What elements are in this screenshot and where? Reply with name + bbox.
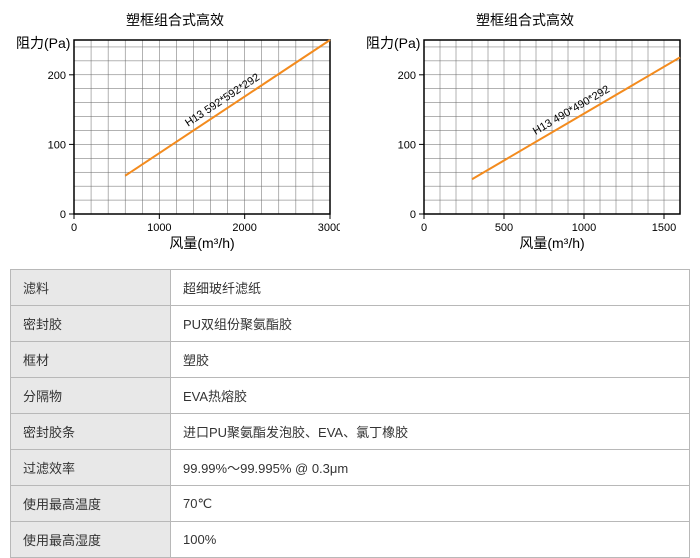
- spec-key: 使用最高湿度: [11, 522, 171, 558]
- chart-left: 塑框组合式高效 0 1000 2000 3000 0 100 200 风量(m³/h) 阻力(P…: [10, 10, 340, 254]
- spec-value: 超细玻纤滤纸: [171, 270, 690, 306]
- svg-text:200: 200: [398, 70, 416, 82]
- spec-key: 过滤效率: [11, 450, 171, 486]
- spec-key: 密封胶: [11, 306, 171, 342]
- table-row: 密封胶条进口PU聚氨酯发泡胶、EVA、氯丁橡胶: [11, 414, 690, 450]
- chart-title: 塑框组合式高效: [476, 10, 574, 30]
- chart-title: 塑框组合式高效: [126, 10, 224, 30]
- table-row: 使用最高温度70℃: [11, 486, 690, 522]
- chart-svg-left: 01000200030000100200风量(m³/h)阻力(Pa)H13 59…: [10, 34, 340, 254]
- svg-text:2000: 2000: [232, 222, 256, 234]
- spec-table: 滤料超细玻纤滤纸密封胶PU双组份聚氨酯胶框材塑胶分隔物EVA热熔胶密封胶条进口P…: [10, 269, 690, 558]
- svg-text:3000: 3000: [318, 222, 340, 234]
- svg-text:200: 200: [48, 70, 66, 82]
- svg-text:100: 100: [48, 139, 66, 151]
- spec-value: 70℃: [171, 486, 690, 522]
- spec-key: 分隔物: [11, 378, 171, 414]
- spec-key: 滤料: [11, 270, 171, 306]
- table-row: 框材塑胶: [11, 342, 690, 378]
- svg-text:1500: 1500: [652, 222, 676, 234]
- svg-text:500: 500: [495, 222, 513, 234]
- svg-text:风量(m³/h): 风量(m³/h): [519, 235, 584, 251]
- spec-value: 100%: [171, 522, 690, 558]
- table-row: 密封胶PU双组份聚氨酯胶: [11, 306, 690, 342]
- chart-svg-right: 0500100015000100200风量(m³/h)阻力(Pa)H13 490…: [360, 34, 690, 254]
- chart-right: 塑框组合式高效 0 500 1000 1500 0 100 200 风量(m³/h) 阻力(Pa…: [360, 10, 690, 254]
- table-row: 滤料超细玻纤滤纸: [11, 270, 690, 306]
- svg-text:1000: 1000: [147, 222, 171, 234]
- spec-value: EVA热熔胶: [171, 378, 690, 414]
- spec-value: 99.99%～99.995% @ 0.3μm: [171, 450, 690, 486]
- svg-text:0: 0: [421, 222, 427, 234]
- spec-value: PU双组份聚氨酯胶: [171, 306, 690, 342]
- svg-text:0: 0: [410, 209, 416, 221]
- charts-row: 塑框组合式高效 01000200030000100200风量(m³/h)阻力(P…: [10, 10, 690, 254]
- svg-text:0: 0: [71, 222, 77, 234]
- spec-key: 使用最高温度: [11, 486, 171, 522]
- svg-text:1000: 1000: [572, 222, 596, 234]
- svg-text:100: 100: [398, 139, 416, 151]
- spec-value: 进口PU聚氨酯发泡胶、EVA、氯丁橡胶: [171, 414, 690, 450]
- spec-value: 塑胶: [171, 342, 690, 378]
- svg-text:风量(m³/h): 风量(m³/h): [169, 235, 234, 251]
- table-row: 过滤效率99.99%～99.995% @ 0.3μm: [11, 450, 690, 486]
- svg-text:0: 0: [60, 209, 66, 221]
- spec-key: 密封胶条: [11, 414, 171, 450]
- svg-text:阻力(Pa): 阻力(Pa): [366, 35, 420, 51]
- table-row: 使用最高湿度100%: [11, 522, 690, 558]
- svg-text:阻力(Pa): 阻力(Pa): [16, 35, 70, 51]
- spec-key: 框材: [11, 342, 171, 378]
- table-row: 分隔物EVA热熔胶: [11, 378, 690, 414]
